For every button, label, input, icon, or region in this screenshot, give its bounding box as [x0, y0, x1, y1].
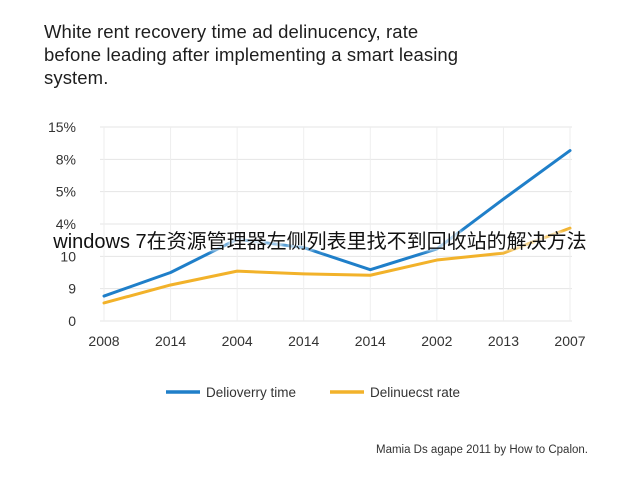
- series-line-delivery-time: [102, 149, 572, 298]
- chart-title-line-2: befone leading after implementing a smar…: [44, 44, 459, 65]
- legend: Delioverry time Delinuecst rate: [166, 385, 460, 400]
- y-axis-ticks: 0 9 10 4% 5% 8% 15%: [48, 119, 76, 329]
- chart-title-line-3: system.: [44, 67, 109, 88]
- x-tick-label: 2014: [355, 333, 386, 349]
- y-tick-label: 9: [68, 281, 76, 297]
- x-tick-label: 2013: [488, 333, 519, 349]
- series-lines: [102, 149, 572, 305]
- x-tick-label: 2007: [554, 333, 585, 349]
- x-tick-label: 2014: [288, 333, 319, 349]
- gridlines: [100, 126, 572, 322]
- y-tick-label: 8%: [56, 151, 76, 167]
- series-line-delinquent-rate: [102, 226, 572, 305]
- y-tick-label: 4%: [56, 216, 76, 232]
- y-tick-label: 0: [68, 313, 76, 329]
- x-axis-ticks: 2008 2014 2004 2014 2014 2002 2013 2007: [88, 333, 585, 349]
- chart-title-line-1: White rent recovery time ad delinucency,…: [44, 21, 419, 42]
- y-tick-label: 10: [60, 248, 76, 264]
- legend-label: Delioverry time: [206, 385, 296, 400]
- x-tick-label: 2014: [155, 333, 186, 349]
- x-tick-label: 2008: [88, 333, 119, 349]
- x-tick-label: 2002: [421, 333, 452, 349]
- legend-label: Delinuecst rate: [370, 385, 460, 400]
- watermark-overlay-text: windows 7在资源管理器左侧列表里找不到回收站的解决方法: [53, 231, 587, 253]
- source-note: Mamia Ds agape 2011 by How to Cpalon.: [375, 444, 588, 456]
- y-tick-label: 5%: [56, 184, 76, 200]
- x-tick-label: 2004: [222, 333, 253, 349]
- chart-title: White rent recovery time ad delinucency,…: [44, 20, 604, 89]
- y-tick-label: 15%: [48, 119, 76, 135]
